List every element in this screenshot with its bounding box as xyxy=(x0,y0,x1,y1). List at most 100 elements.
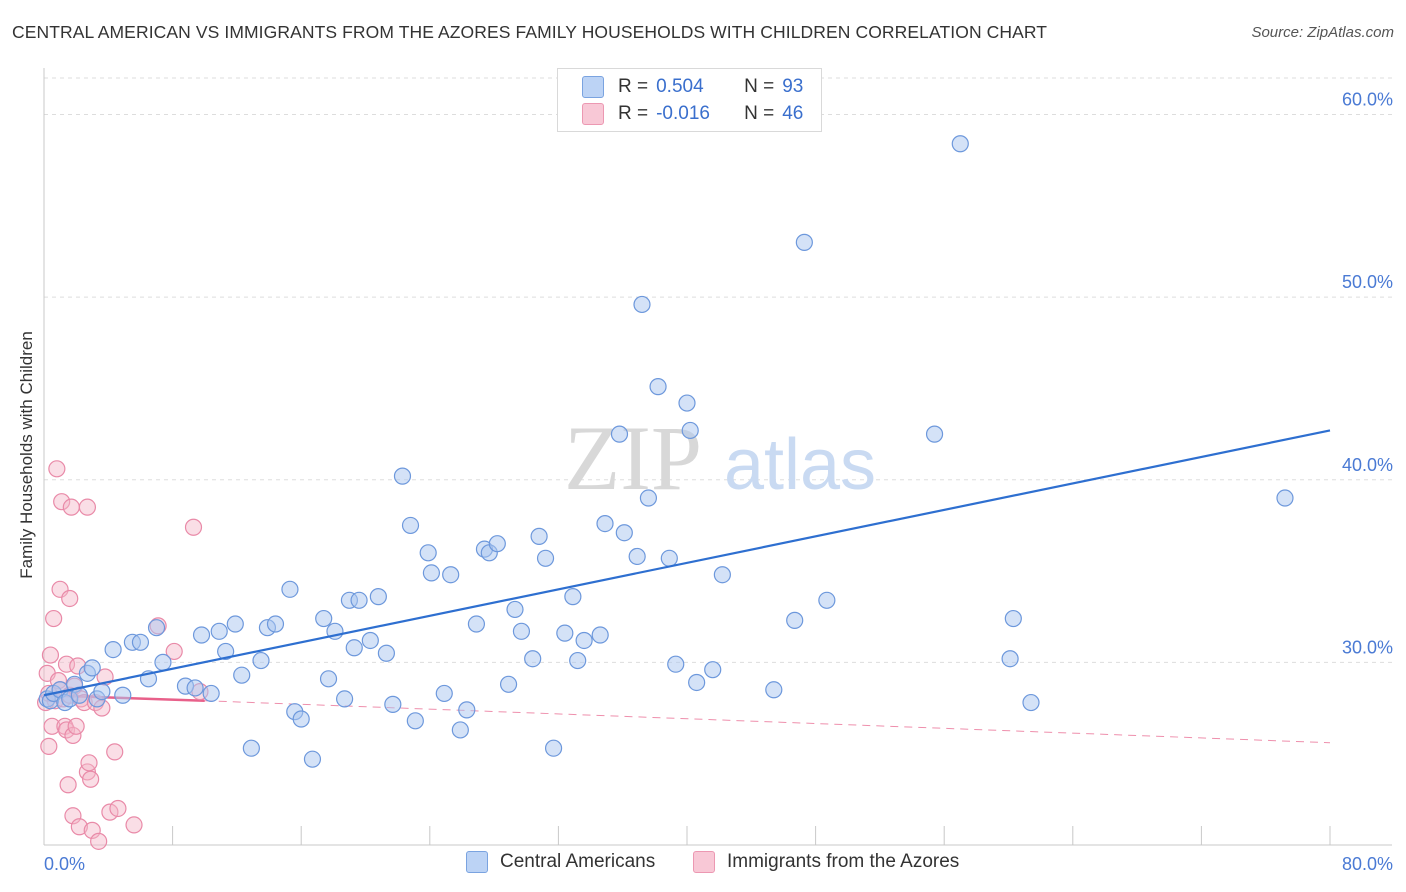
watermark: ZIP atlas xyxy=(564,407,876,509)
y-tick-label: 50.0% xyxy=(1342,272,1393,292)
central-americans-point xyxy=(678,394,696,412)
central-americans-point xyxy=(104,640,122,659)
central-americans-point xyxy=(524,650,542,668)
central-americans-point xyxy=(536,549,555,567)
n-value: 93 xyxy=(782,76,804,97)
y-tick-label: 30.0% xyxy=(1342,637,1393,657)
central-americans-point xyxy=(154,653,172,671)
azores-point xyxy=(48,460,66,478)
central-americans-point xyxy=(596,514,614,533)
central-americans-point xyxy=(350,591,368,609)
central-americans-point xyxy=(147,619,166,637)
central-americans-point xyxy=(681,421,699,440)
azores-point xyxy=(61,589,79,608)
central-americans-point xyxy=(688,673,706,692)
central-americans-point xyxy=(667,655,685,673)
watermark-atlas: atlas xyxy=(724,425,876,505)
series-legend: Central Americans Immigrants from the Az… xyxy=(0,851,1406,877)
central-americans-point xyxy=(818,591,836,609)
legend-swatch-blue xyxy=(466,851,488,873)
central-americans-point xyxy=(422,564,441,582)
central-americans-point xyxy=(499,675,518,693)
central-americans-trend-line xyxy=(43,429,1331,697)
azores-point xyxy=(106,743,124,761)
x-tick-label: 0.0% xyxy=(44,854,85,874)
central-americans-point xyxy=(765,681,783,699)
n-value: 46 xyxy=(782,103,804,124)
central-americans-point xyxy=(488,535,506,553)
legend-item-azores: Immigrants from the Azores xyxy=(693,851,959,873)
azores-point xyxy=(165,642,183,661)
central-americans-point xyxy=(795,233,813,251)
central-americans-points xyxy=(38,135,1294,768)
central-americans-point xyxy=(401,516,420,535)
r-label: R = xyxy=(618,103,649,124)
central-americans-point xyxy=(951,135,969,153)
central-americans-point xyxy=(1004,609,1022,628)
central-americans-point xyxy=(315,609,333,628)
central-americans-point xyxy=(615,524,633,542)
central-americans-point xyxy=(336,690,354,708)
central-americans-point xyxy=(419,544,437,562)
central-americans-point xyxy=(369,588,387,606)
central-americans-point xyxy=(786,611,804,629)
central-americans-point xyxy=(633,295,651,314)
y-tick-label: 40.0% xyxy=(1342,455,1393,475)
central-americans-point xyxy=(556,624,574,642)
azores-point xyxy=(64,807,82,825)
central-americans-point xyxy=(406,712,424,730)
source-label: Source: ZipAtlas.com xyxy=(1251,24,1394,41)
central-americans-point xyxy=(93,682,111,701)
legend-swatch-pink xyxy=(582,103,604,125)
azores-point xyxy=(109,799,127,818)
n-label: N = xyxy=(744,103,775,124)
central-americans-point xyxy=(266,615,285,633)
r-value: -0.016 xyxy=(656,103,710,124)
central-americans-point xyxy=(281,580,299,598)
central-americans-point xyxy=(564,588,582,606)
legend-swatch-pink xyxy=(693,851,715,873)
central-americans-point xyxy=(361,631,379,650)
watermark-zip: ZIP xyxy=(564,407,702,509)
central-americans-point xyxy=(226,615,244,633)
central-americans-point xyxy=(377,644,395,662)
stats-row-azores: R = -0.016 N = 46 xyxy=(582,102,803,126)
chart-title: CENTRAL AMERICAN VS IMMIGRANTS FROM THE … xyxy=(12,22,1048,42)
central-americans-point xyxy=(713,566,731,584)
central-americans-point xyxy=(186,679,204,697)
stats-row-central-americans: R = 0.504 N = 93 xyxy=(582,75,803,99)
central-americans-point xyxy=(458,701,476,719)
azores-point xyxy=(101,803,119,821)
azores-point xyxy=(82,770,100,788)
central-americans-point xyxy=(1022,693,1040,712)
azores-trend-dashed xyxy=(204,700,1331,744)
tick-labels: 30.0% 40.0% 50.0% 60.0% 0.0% 80.0% xyxy=(44,90,1393,874)
axes xyxy=(43,68,1392,846)
central-americans-point xyxy=(530,527,548,545)
central-americans-point xyxy=(639,489,658,507)
r-label: R = xyxy=(618,76,649,97)
central-americans-point xyxy=(242,739,260,757)
central-americans-point xyxy=(217,642,235,661)
stats-legend: R = 0.504 N = 93 R = -0.016 N = 46 xyxy=(557,68,822,132)
azores-point xyxy=(70,818,88,836)
central-americans-point xyxy=(544,739,563,757)
central-americans-point xyxy=(512,622,531,640)
legend-item-central-americans: Central Americans xyxy=(466,851,655,873)
central-americans-point xyxy=(1001,650,1019,668)
azores-point xyxy=(64,726,82,745)
central-americans-point xyxy=(925,425,944,443)
central-americans-point xyxy=(704,661,722,679)
r-value: 0.504 xyxy=(656,76,704,97)
azores-point xyxy=(41,646,60,664)
y-tick-label: 60.0% xyxy=(1342,90,1393,110)
central-americans-point xyxy=(345,639,363,657)
central-americans-point xyxy=(192,626,211,644)
central-americans-point xyxy=(233,666,251,684)
azores-point xyxy=(40,737,58,755)
central-americans-point xyxy=(292,710,310,728)
azores-points xyxy=(37,460,209,850)
central-americans-point xyxy=(506,600,524,619)
central-americans-point xyxy=(114,686,132,704)
